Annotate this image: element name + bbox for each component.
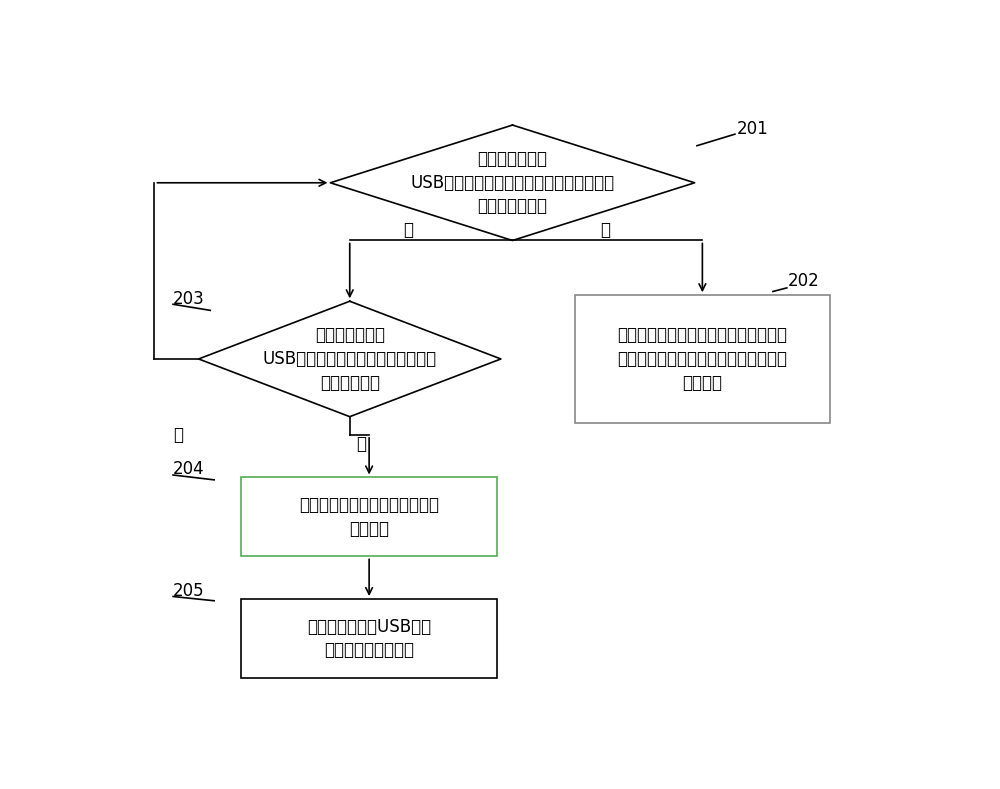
Text: 控制所述终端的USB接口
的电源引脚输出电压: 控制所述终端的USB接口 的电源引脚输出电压 (307, 618, 431, 660)
Text: 201: 201 (737, 120, 769, 138)
Text: 是: 是 (600, 221, 610, 239)
Bar (241, 477, 497, 556)
Text: 将所述终端切换为执行数据交换
访问模式: 将所述终端切换为执行数据交换 访问模式 (299, 496, 439, 538)
Text: 检测所述终端的
USB接口的标识引脚的电压值是否为
设定低电平。: 检测所述终端的 USB接口的标识引脚的电压值是否为 设定低电平。 (263, 327, 437, 391)
Text: 否: 否 (173, 426, 183, 443)
Text: 204: 204 (173, 461, 205, 478)
Bar (574, 295, 830, 423)
Polygon shape (199, 301, 501, 417)
Text: 确定接收到充电信号，并将所述终端切
换为执行设备充电访问模式，控制所述
终端充电: 确定接收到充电信号，并将所述终端切 换为执行设备充电访问模式，控制所述 终端充电 (617, 327, 787, 391)
Text: 是: 是 (356, 435, 366, 453)
Text: 否: 否 (403, 221, 413, 239)
Text: 检测所述终端的
USB接口的电源引脚处的电压值是否大于或
等于设定门限值: 检测所述终端的 USB接口的电源引脚处的电压值是否大于或 等于设定门限值 (410, 150, 615, 215)
Polygon shape (330, 125, 695, 241)
Text: 205: 205 (173, 582, 205, 600)
Bar (241, 599, 497, 678)
Text: 203: 203 (173, 290, 205, 308)
Text: 202: 202 (788, 272, 819, 290)
